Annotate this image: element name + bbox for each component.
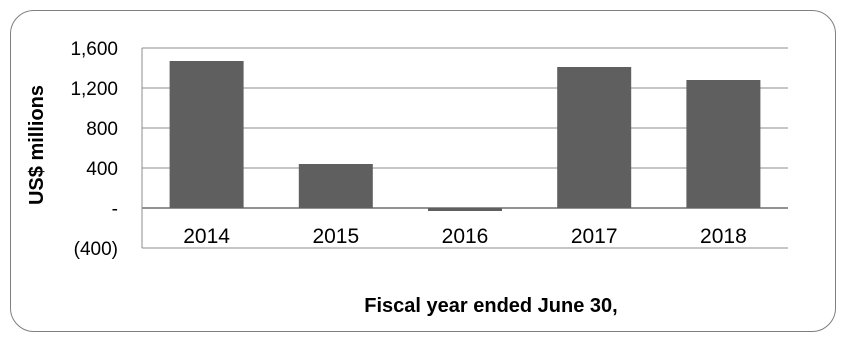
y-tick-label: 1,600 [70,39,118,60]
bars [169,61,761,211]
y-axis-ticks: 1,600 1,200 800 400 - (400) [70,39,118,260]
x-category-label: 2018 [700,225,747,248]
bar-2016 [428,208,502,211]
y-tick-label: 1,200 [70,79,118,100]
y-tick-label: (400) [74,239,118,260]
bar-2014 [169,61,244,208]
y-tick-label: 800 [86,119,118,140]
bar-2015 [298,164,373,208]
x-category-label: 2015 [312,225,359,248]
bar-2017 [557,67,632,208]
x-category-label: 2016 [442,225,489,248]
y-tick-label: 400 [86,159,118,180]
x-category-label: 2014 [183,225,230,248]
bar-2018 [686,80,761,208]
x-category-label: 2017 [571,225,618,248]
x-axis-categories: 2014 2015 2016 2017 2018 [183,225,747,248]
y-tick-label: - [112,199,118,220]
x-axis-title: Fiscal year ended June 30, [364,295,617,317]
y-axis-title: US$ millions [26,85,48,205]
